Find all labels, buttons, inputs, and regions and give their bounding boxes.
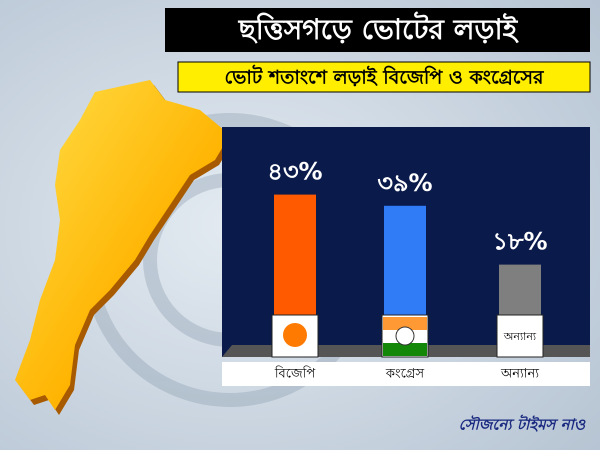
party-logo xyxy=(383,343,427,356)
bar xyxy=(499,264,541,315)
bar xyxy=(274,194,316,315)
state-map xyxy=(15,80,230,410)
title: ছত্তিসগড়ে ভোটের লড়াই xyxy=(238,11,520,46)
subtitle: ভোট শতাংশে লড়াই বিজেপি ও কংগ্রেসের xyxy=(225,65,545,89)
value-label: ১৮% xyxy=(492,228,547,256)
logo-box xyxy=(496,314,544,358)
value-label: ৪৩% xyxy=(267,158,322,186)
category-label: অন্যান্য xyxy=(500,367,539,382)
party-logo xyxy=(383,317,427,330)
category-label: বিজেপি xyxy=(274,366,316,382)
party-logo xyxy=(395,326,415,346)
credit: সৌজন্যে টাইমস নাও xyxy=(459,415,586,434)
bar xyxy=(384,205,426,315)
subtitle-box xyxy=(177,61,591,93)
label-strip xyxy=(222,362,590,386)
logo-label: অন্যান্য xyxy=(503,330,537,343)
title-box xyxy=(165,8,590,52)
category-label: কংগ্রেস xyxy=(385,367,425,382)
party-logo xyxy=(283,323,307,347)
value-label: ৩৯% xyxy=(377,169,432,197)
